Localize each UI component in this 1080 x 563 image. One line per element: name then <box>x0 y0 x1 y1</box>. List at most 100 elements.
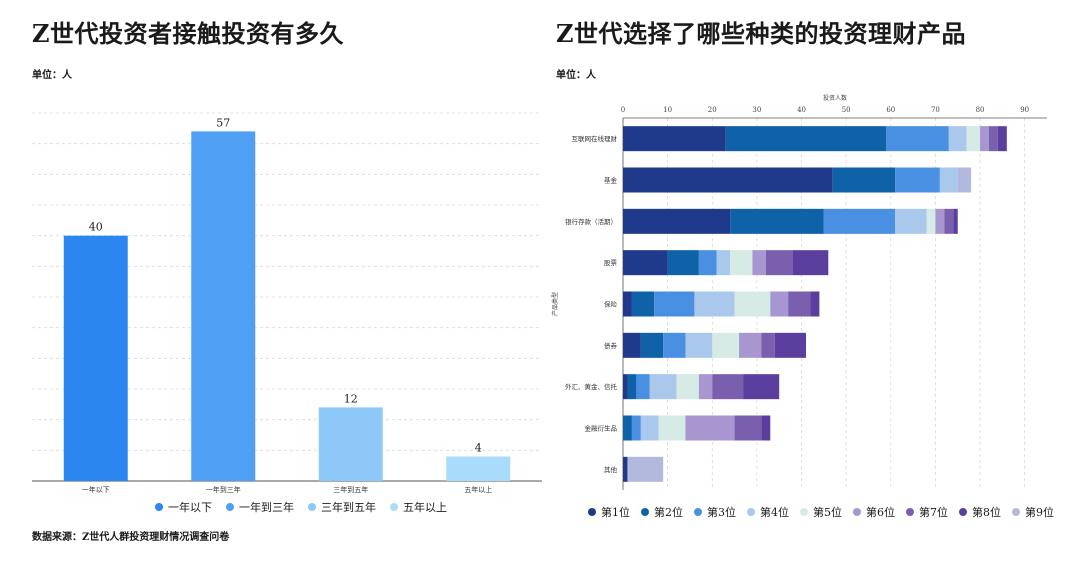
x-tick-label: 50 <box>842 106 851 114</box>
bar-segment <box>636 374 650 400</box>
right-legend: 第1位 第2位 第3位 第4位 第5位 第6位 第7位 第8位 第9位 <box>588 504 1054 520</box>
right-chart-panel: Z世代选择了哪些种类的投资理财产品 单位：人 0 10 20 30 40 50 60 70 80… <box>548 0 1080 563</box>
x-tick-label: 五年以上 <box>464 485 492 494</box>
legend-item: 第8位 <box>959 504 1001 520</box>
y-tick-label: 其他 <box>604 465 618 474</box>
bar-4 <box>446 456 511 481</box>
legend-item: 五年以上 <box>390 499 447 515</box>
x-tick-label: 90 <box>1020 106 1029 114</box>
legend-label: 一年到三年 <box>239 501 294 514</box>
bar-segment <box>667 250 699 276</box>
bar-segment <box>658 415 686 441</box>
legend-item: 第4位 <box>747 504 789 520</box>
y-tick-label: 银行存款（活期） <box>565 217 617 226</box>
bar-segment <box>953 208 958 234</box>
bar-segment <box>966 126 981 152</box>
x-axis-title: 投资人数 <box>823 94 847 102</box>
bar-segment <box>886 126 949 152</box>
right-chart-title: Z世代选择了哪些种类的投资理财产品 <box>556 19 967 48</box>
bar-segment <box>631 415 641 441</box>
legend-label: 第3位 <box>707 506 736 519</box>
x-tick-label: 40 <box>797 106 806 114</box>
bar-segment <box>788 291 811 317</box>
bar-segment <box>623 456 628 482</box>
bar-segment <box>743 374 780 400</box>
bar-segment <box>685 332 713 358</box>
legend-dot-icon <box>588 508 596 516</box>
bar-segment <box>752 250 766 276</box>
bar-segment <box>948 126 967 152</box>
bar-segment <box>623 250 668 276</box>
bar-segment <box>734 415 762 441</box>
bar-segment <box>935 208 945 234</box>
legend-label: 第5位 <box>813 506 842 519</box>
bar-segment <box>980 126 989 152</box>
bar-segment <box>926 208 936 234</box>
bar-value-label: 4 <box>475 441 482 454</box>
bar-segment <box>895 208 927 234</box>
legend-dot-icon <box>1012 508 1020 516</box>
legend-item: 第6位 <box>853 504 895 520</box>
bar-segment <box>623 126 726 152</box>
x-tick-label: 60 <box>886 106 895 114</box>
y-axis-title: 产品类型 <box>551 292 559 316</box>
bar-segment <box>623 291 632 317</box>
legend-label: 第6位 <box>866 506 895 519</box>
bar-segment <box>623 374 628 400</box>
legend-dot-icon <box>800 508 808 516</box>
legend-item: 第9位 <box>1012 504 1054 520</box>
legend-dot-icon <box>747 508 755 516</box>
y-tick-label: 保险 <box>604 300 618 309</box>
bar-segment <box>631 291 655 317</box>
legend-item: 一年以下 <box>155 499 212 515</box>
legend-dot-icon <box>308 503 316 511</box>
bar-segment <box>698 250 717 276</box>
x-tick-label: 0 <box>621 106 625 114</box>
bar-value-label: 12 <box>344 392 358 405</box>
x-tick-label: 一年到三年 <box>206 485 241 494</box>
legend-dot-icon <box>390 503 398 511</box>
bar-3 <box>318 407 383 481</box>
x-tick-label: 30 <box>752 106 761 114</box>
bar-segment <box>792 250 829 276</box>
bar-segment <box>734 291 771 317</box>
legend-label: 第2位 <box>654 506 683 519</box>
bar-segment <box>774 332 806 358</box>
bar-segment <box>685 415 735 441</box>
bar-2 <box>191 131 256 481</box>
left-chart-title: Z世代投资者接触投资有多久 <box>32 19 345 48</box>
bar-segment <box>716 250 731 276</box>
bar-segment <box>623 208 731 234</box>
x-tick-label: 70 <box>931 106 940 114</box>
left-legend: 一年以下 一年到三年 三年到五年 五年以上 <box>155 499 447 515</box>
bar-segment <box>663 332 686 358</box>
bar-segment <box>761 332 775 358</box>
bar-segment <box>823 208 896 234</box>
y-tick-label: 外汇、黄金、信托 <box>565 382 618 391</box>
legend-label: 第8位 <box>972 506 1001 519</box>
legend-dot-icon <box>853 508 861 516</box>
left-chart-panel: Z世代投资者接触投资有多久 单位：人 40 一年以下 57 一年到三年 12 三年到五年 4… <box>32 19 542 543</box>
y-tick-label: 互联网在线理财 <box>572 134 618 143</box>
legend-label: 第9位 <box>1025 506 1054 519</box>
bar-segment <box>988 126 998 152</box>
bar-segment <box>654 291 695 317</box>
legend-dot-icon <box>694 508 702 516</box>
bar-segment <box>832 167 896 193</box>
x-tick-label: 80 <box>976 106 985 114</box>
legend-dot-icon <box>226 503 234 511</box>
right-unit-label: 单位：人 <box>556 70 596 81</box>
bar-segment <box>939 167 958 193</box>
bar-segment <box>761 415 771 441</box>
bar-segment <box>698 374 713 400</box>
legend-label: 三年到五年 <box>321 501 376 514</box>
bar-segment <box>957 167 972 193</box>
left-unit-label: 单位：人 <box>32 70 72 81</box>
bar-segment <box>765 250 793 276</box>
bar-segment <box>944 208 954 234</box>
legend-label: 五年以上 <box>403 501 447 514</box>
x-tick-label: 一年以下 <box>82 485 110 494</box>
legend-item: 一年到三年 <box>226 499 294 515</box>
bar-value-label: 57 <box>216 116 230 129</box>
legend-dot-icon <box>959 508 967 516</box>
